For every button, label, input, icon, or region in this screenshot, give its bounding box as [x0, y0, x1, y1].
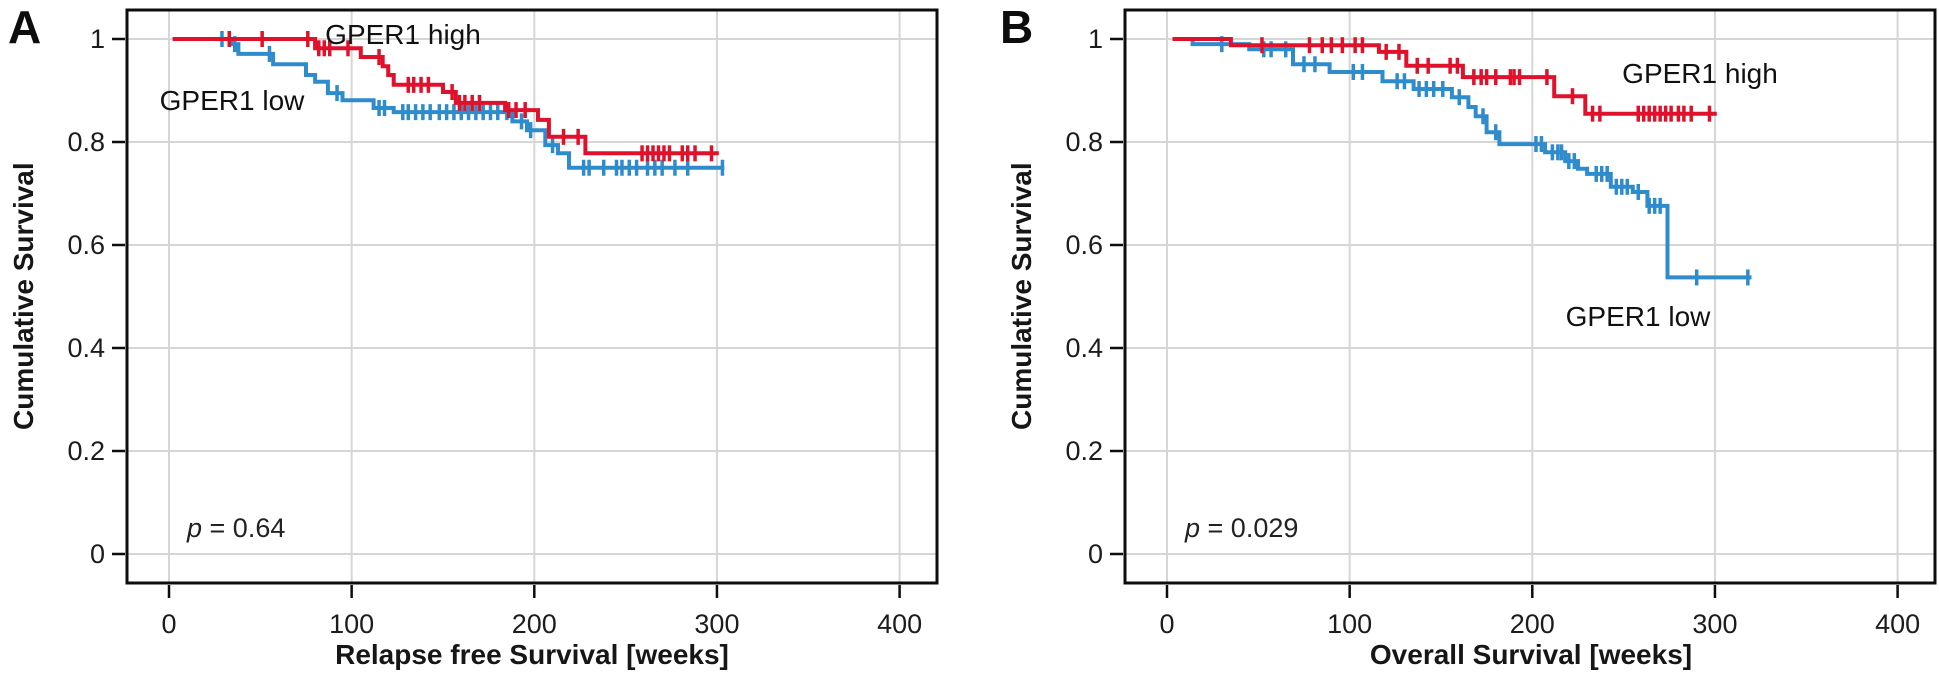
y-tick-label: 0.8: [67, 127, 105, 157]
p-value-text: = 0.64: [202, 513, 286, 543]
y-tick-label: 0: [90, 539, 105, 569]
gper1-high-censor-marks-a: [227, 31, 714, 162]
panel-b-plot: 0 100 200 300 400 0 0.2 0.4 0.6 0.8 1: [1065, 8, 1937, 639]
y-tick-label: 1: [1088, 24, 1103, 54]
p-symbol: p: [1185, 513, 1201, 543]
x-tick-label: 0: [1159, 609, 1174, 639]
x-tick-label: 300: [694, 609, 739, 639]
y-tick-label: 0.2: [67, 436, 105, 466]
curve-label-gper1-high-b: GPER1 high: [1622, 58, 1778, 89]
y-axis-title-a: Cumulative Survival: [8, 162, 39, 430]
axis-ticks: [112, 37, 901, 598]
x-tick-label: 0: [161, 609, 176, 639]
y-tick-label: 1: [90, 24, 105, 54]
panel-a-plot: 0 100 200 300 400 0 0.2 0.4 0.6 0.8 1: [67, 8, 939, 639]
x-tick-label: 300: [1692, 609, 1737, 639]
p-symbol: p: [187, 513, 203, 543]
x-tick-label: 100: [329, 609, 374, 639]
curve-label-gper1-low-a: GPER1 low: [159, 85, 305, 116]
x-tick-label: 400: [877, 609, 922, 639]
x-axis-title-a: Relapse free Survival [weeks]: [335, 639, 729, 670]
plot-frame: [125, 8, 939, 585]
panel-letter-b: B: [1000, 1, 1034, 53]
y-tick-label: 0: [1088, 539, 1103, 569]
y-axis-title-b: Cumulative Survival: [1006, 162, 1037, 430]
y-tick-label: 0.4: [67, 333, 105, 363]
y-tick-label: 0.8: [1065, 127, 1103, 157]
plot-frame: [1123, 8, 1937, 585]
x-tick-label: 200: [1510, 609, 1555, 639]
y-tick-label: 0.6: [67, 230, 105, 260]
gridlines: [1125, 10, 1935, 583]
gper1-high-curve-a: [172, 37, 719, 156]
p-value-a: p = 0.64: [187, 513, 285, 544]
curve-label-gper1-high-a: GPER1 high: [325, 19, 481, 50]
curve-label-gper1-low-b: GPER1 low: [1565, 301, 1711, 332]
gper1-high-censor-marks-b: [1260, 37, 1712, 122]
x-axis-title-b: Overall Survival [weeks]: [1369, 639, 1693, 670]
y-tick-label: 0.4: [1065, 333, 1103, 363]
x-tick-label: 200: [512, 609, 557, 639]
gper1-high-curve-b: [1172, 37, 1717, 116]
gper1-low-curve-a: [172, 37, 725, 170]
p-value-b: p = 0.029: [1185, 513, 1298, 544]
y-tick-label: 0.6: [1065, 230, 1103, 260]
panel-letter-a: A: [8, 1, 42, 53]
x-tick-label: 100: [1327, 609, 1372, 639]
axis-ticks: [1110, 37, 1899, 598]
y-tick-label: 0.2: [1065, 436, 1103, 466]
x-tick-label: 400: [1875, 609, 1920, 639]
p-value-text: = 0.029: [1200, 513, 1299, 543]
